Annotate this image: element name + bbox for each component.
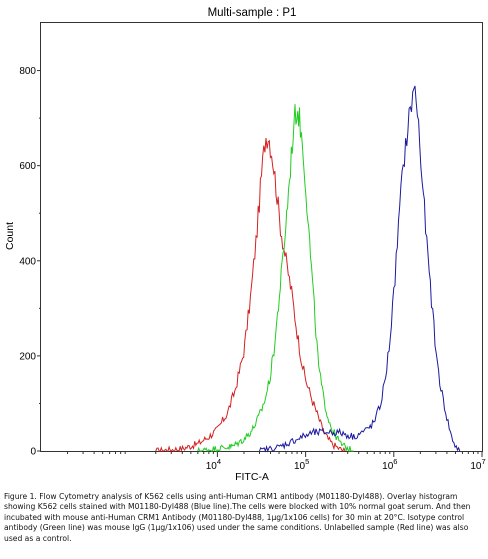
y-axis-label: Count [4, 222, 16, 250]
x-tick-base: 10 [382, 461, 394, 472]
plot-frame [40, 22, 483, 452]
x-axis-label: FITC-A [235, 471, 269, 480]
chart-title: Multi-sample : P1 [208, 7, 297, 19]
figure-caption: Figure 1. Flow Cytometry analysis of K56… [4, 492, 471, 543]
x-tick-label: 106 [382, 457, 397, 472]
x-tick-base: 10 [206, 461, 218, 472]
x-tick-label: 107 [470, 457, 485, 472]
x-tick-label: 104 [206, 457, 221, 472]
y-tick-label: 400 [19, 256, 36, 267]
y-tick-label: 0 [30, 447, 36, 458]
y-tick-label: 800 [19, 66, 36, 77]
series-group [155, 85, 461, 453]
y-tick-label: 600 [19, 161, 36, 172]
x-tick-exponent: 4 [217, 457, 221, 466]
x-tick-base: 10 [294, 461, 306, 472]
histogram-series-2 [197, 104, 354, 453]
x-tick-exponent: 7 [481, 457, 485, 466]
x-tick-exponent: 5 [305, 457, 309, 466]
histogram-series-1 [155, 138, 346, 452]
x-tick-base: 10 [470, 461, 482, 472]
x-tick-exponent: 6 [393, 457, 397, 466]
y-axis: 0 200 400 600 800 [19, 66, 41, 458]
x-axis: 104 105 106 107 [67, 451, 486, 472]
x-tick-label: 105 [294, 457, 309, 472]
y-tick-label: 200 [19, 351, 36, 362]
histogram-series-3 [259, 85, 461, 453]
flow-cytometry-histogram: Multi-sample : P1 0 200 400 600 800 104 105 10… [4, 7, 486, 483]
